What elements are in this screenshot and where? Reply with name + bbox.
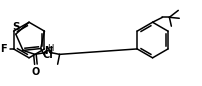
Text: S: S bbox=[12, 22, 20, 32]
Text: N: N bbox=[44, 46, 52, 56]
Text: Cl: Cl bbox=[42, 50, 53, 60]
Text: O: O bbox=[32, 67, 40, 77]
Text: H: H bbox=[47, 44, 54, 53]
Text: F: F bbox=[1, 44, 7, 54]
